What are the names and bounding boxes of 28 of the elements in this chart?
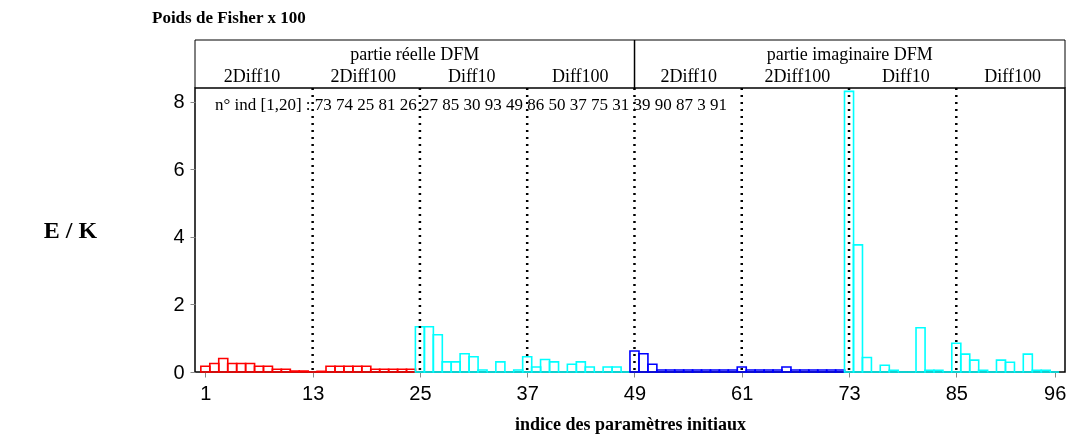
- y-tick-label: 2: [173, 292, 185, 315]
- x-tick-label: 96: [1044, 381, 1067, 404]
- y-axis-title: E / K: [43, 216, 98, 243]
- x-axis-title: indice des paramètres initiaux: [514, 413, 747, 434]
- x-tick-label: 85: [945, 381, 968, 404]
- y-tick-label: 4: [173, 225, 185, 248]
- annotation: n° ind [1,20] : 73 74 25 81 26 27 85 30 93 49 86 50 37 75 31 39 90 87 3 91: [215, 95, 728, 114]
- chart-title: Poids de Fisher x 100: [152, 8, 306, 27]
- text: 2Diff10: [223, 66, 281, 86]
- x-tick-label: 1: [200, 381, 212, 404]
- x-tick-label: 25: [409, 381, 432, 404]
- text: 2Diff10: [660, 66, 718, 86]
- y-tick-label: 6: [173, 157, 185, 180]
- text: 2Diff100: [764, 66, 831, 86]
- text: Diff10: [882, 66, 930, 86]
- x-tick-label: 13: [302, 381, 325, 404]
- y-tick-label: 8: [173, 90, 185, 113]
- text: Diff100: [984, 66, 1041, 86]
- x-tick-label: 49: [623, 381, 647, 404]
- text: 2Diff100: [330, 66, 397, 86]
- x-tick-label: 73: [838, 381, 861, 404]
- text: Diff10: [447, 66, 496, 86]
- x-tick-label: 61: [731, 381, 754, 404]
- text: partie réelle DFM: [350, 44, 480, 64]
- text: partie imaginaire DFM: [766, 44, 933, 64]
- x-tick-label: 37: [516, 381, 539, 404]
- text: Diff100: [551, 66, 609, 86]
- y-tick-label: 0: [173, 360, 185, 383]
